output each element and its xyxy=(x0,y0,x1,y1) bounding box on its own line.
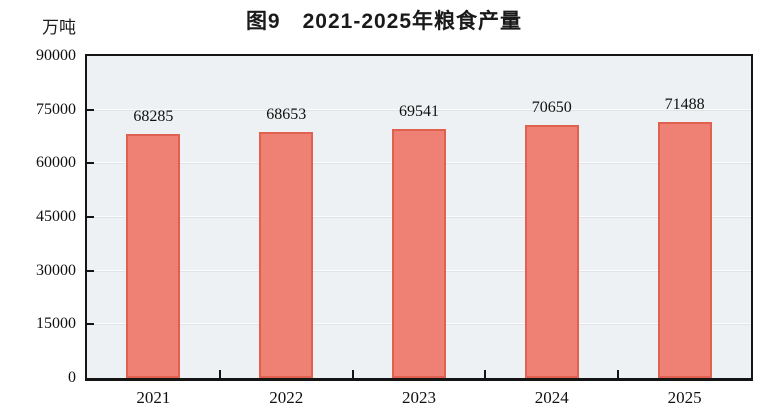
bar-2023 xyxy=(392,129,446,378)
x-axis-tick xyxy=(484,370,487,378)
x-axis-tick-label: 2024 xyxy=(534,388,569,407)
x-axis-tick-label: 2022 xyxy=(269,388,304,407)
bar-2025 xyxy=(657,122,712,378)
y-axis-unit-label: 万吨 xyxy=(42,18,76,37)
x-axis-tick-label: 2023 xyxy=(402,388,436,407)
y-axis-tick-label: 45000 xyxy=(36,208,76,225)
y-axis-tick-label: 30000 xyxy=(36,261,76,279)
y-axis-tick-label: 0 xyxy=(68,369,76,386)
x-axis-tick xyxy=(351,370,354,378)
x-axis-tick-label: 2021 xyxy=(136,388,171,407)
y-axis-tick xyxy=(87,269,94,272)
bar-value-label: 68653 xyxy=(266,106,307,124)
y-axis-tick-label: 60000 xyxy=(36,154,76,172)
bar-2021 xyxy=(126,133,181,378)
bar-2022 xyxy=(259,132,314,378)
y-axis-tick xyxy=(87,162,94,165)
chart-title: 图9 2021-2025年粮食产量 xyxy=(245,10,523,33)
x-axis-tick xyxy=(218,370,221,378)
y-axis-tick-label: 15000 xyxy=(36,315,76,333)
plot-area: 68285 68653 69541 70650 71488 xyxy=(85,54,753,381)
y-axis-tick xyxy=(87,216,94,218)
gridline xyxy=(87,108,751,111)
y-axis-tick-label: 75000 xyxy=(36,100,76,118)
x-axis-tick-label: 2025 xyxy=(667,388,702,407)
bar-value-label: 68285 xyxy=(133,107,174,125)
bar-value-label: 71488 xyxy=(664,96,705,114)
y-axis-tick xyxy=(87,108,94,111)
x-axis-tick xyxy=(617,370,620,378)
bar-2024 xyxy=(524,125,579,378)
bar-value-label: 70650 xyxy=(531,99,572,117)
y-axis-tick-label: 90000 xyxy=(36,47,76,64)
bar-value-label: 69541 xyxy=(399,103,439,121)
y-axis-tick xyxy=(87,323,94,326)
